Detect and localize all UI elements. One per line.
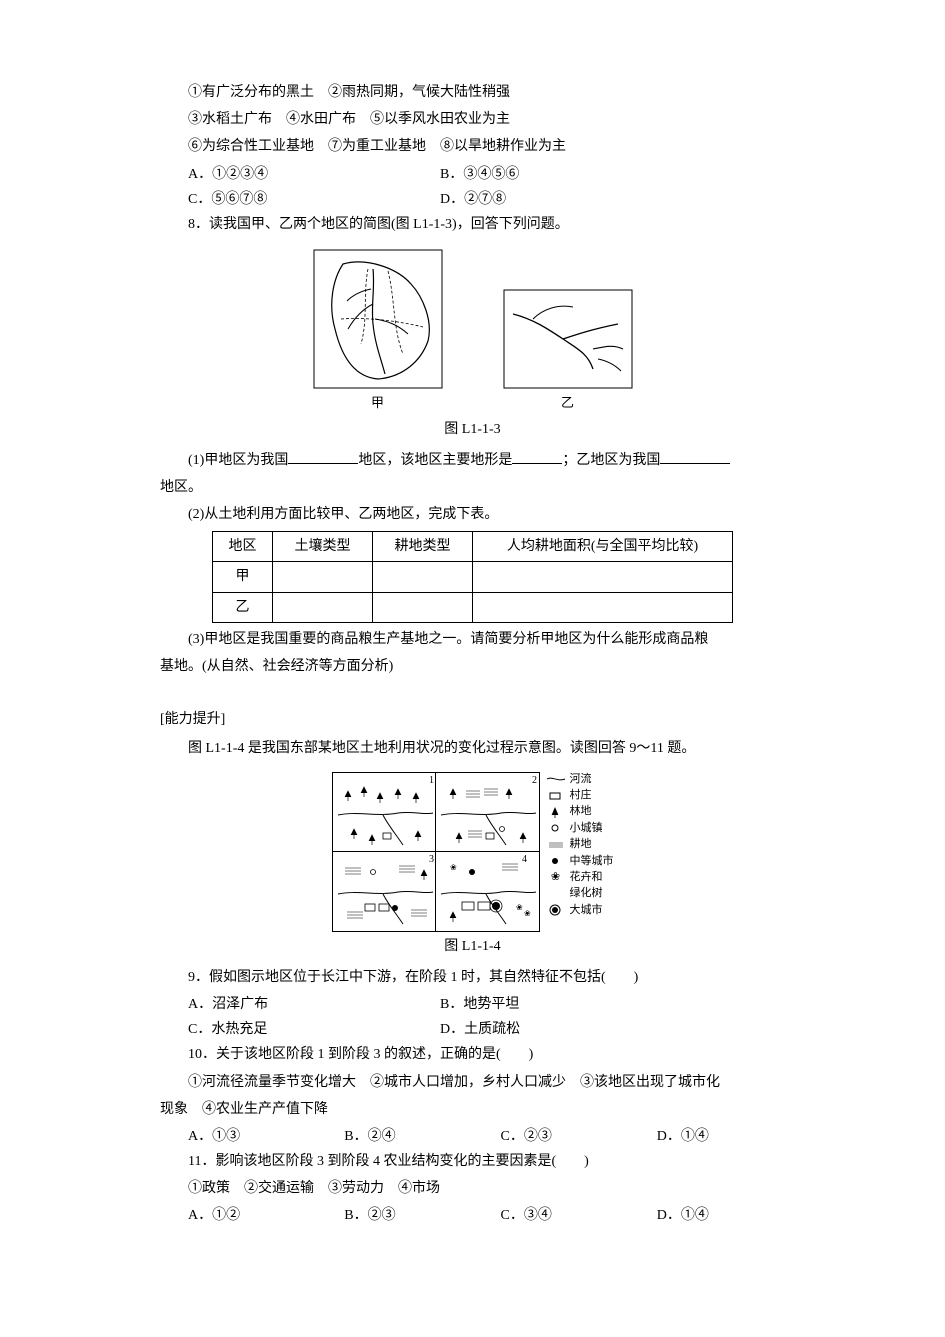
q11-opt-a: A．①②	[160, 1203, 316, 1228]
q8-stem: 8．读我国甲、乙两个地区的简图(图 L1-1-3)，回答下列问题。	[160, 212, 785, 237]
q9-opt-d: D．土质疏松	[440, 1017, 785, 1042]
q11-opt-c: C．③④	[473, 1203, 629, 1228]
td-empty	[273, 592, 373, 622]
legend-town: 小城镇	[570, 821, 603, 836]
q9-opt-a: A．沼泽广布	[160, 992, 440, 1017]
q11-opts: A．①② B．②③ C．③④ D．①④	[160, 1203, 785, 1228]
q8-p3b: 基地。(从自然、社会经济等方面分析)	[160, 654, 785, 679]
blank-3	[660, 450, 730, 464]
table-row: 乙	[213, 592, 733, 622]
blank-2	[512, 450, 562, 464]
q10-stem: 10．关于该地区阶段 1 到阶段 3 的叙述，正确的是( )	[160, 1042, 785, 1067]
pre-opt-c: C．⑤⑥⑦⑧	[160, 187, 440, 212]
q8-p1-b: 地区，该地区主要地形是	[358, 453, 512, 468]
table-row: 地区 土壤类型 耕地类型 人均耕地面积(与全国平均比较)	[213, 532, 733, 562]
map-jia-label: 甲	[313, 391, 443, 414]
q8-map-jia: 甲	[313, 249, 443, 414]
q8-p2: (2)从土地利用方面比较甲、乙两地区，完成下表。	[160, 502, 785, 527]
td-empty	[473, 562, 733, 592]
svg-text:2: 2	[532, 775, 537, 786]
ability-intro: 图 L1-1-4 是我国东部某地区土地利用状况的变化过程示意图。读图回答 9～1…	[160, 736, 785, 761]
legend-village: 村庄	[570, 788, 592, 803]
q9-row2: C．水热充足 D．土质疏松	[160, 1017, 785, 1042]
td-empty	[373, 562, 473, 592]
pre-opt-b: B．③④⑤⑥	[440, 162, 785, 187]
td-empty	[473, 592, 733, 622]
blank-1	[288, 450, 358, 464]
legend-flower2: 绿化树	[570, 886, 603, 901]
svg-text:❀: ❀	[450, 863, 457, 872]
legend-flower: 花卉和	[570, 870, 603, 885]
th-soil: 土壤类型	[273, 532, 373, 562]
q8-p1-a: (1)甲地区为我国	[188, 453, 288, 468]
td-jia: 甲	[213, 562, 273, 592]
pre-options-row2: C．⑤⑥⑦⑧ D．②⑦⑧	[160, 187, 785, 212]
th-percapita: 人均耕地面积(与全国平均比较)	[473, 532, 733, 562]
ability-head: [能力提升]	[160, 707, 785, 732]
fig-l114-label: 图 L1-1-4	[160, 934, 785, 959]
pre-opt-a: A．①②③④	[160, 162, 440, 187]
map-jia-svg	[313, 249, 443, 389]
legend-river: 河流	[570, 772, 592, 787]
pre-line1: ①有广泛分布的黑土 ②雨热同期，气候大陆性稍强	[160, 80, 785, 105]
q9-row1: A．沼泽广布 B．地势平坦	[160, 992, 785, 1017]
td-empty	[373, 592, 473, 622]
q8-p3a: (3)甲地区是我国重要的商品粮生产基地之一。请简要分析甲地区为什么能形成商品粮	[160, 627, 785, 652]
diagram-l114: 1	[160, 772, 785, 932]
map-yi-label: 乙	[503, 391, 633, 414]
q8-maps: 甲 乙	[160, 249, 785, 414]
table-row: 甲	[213, 562, 733, 592]
th-region: 地区	[213, 532, 273, 562]
q8-table: 地区 土壤类型 耕地类型 人均耕地面积(与全国平均比较) 甲 乙	[212, 531, 733, 623]
panel-2: 2	[436, 772, 540, 852]
q9-opt-b: B．地势平坦	[440, 992, 785, 1017]
q8-map-yi: 乙	[503, 289, 633, 414]
map-yi-svg	[503, 289, 633, 389]
panel-1: 1	[332, 772, 436, 852]
q11-opt-d: D．①④	[629, 1203, 785, 1228]
q8-p1-cont: 地区。	[160, 475, 785, 500]
legend: 河流 村庄 林地 小城镇 耕地 中等城市 ❀花卉和 绿化树 大城市	[540, 772, 614, 920]
q11-stem: 11．影响该地区阶段 3 到阶段 4 农业结构变化的主要因素是( )	[160, 1149, 785, 1174]
q10-opt-a: A．①③	[160, 1124, 316, 1149]
q10-opt-b: B．②④	[316, 1124, 472, 1149]
q9-opt-c: C．水热充足	[160, 1017, 440, 1042]
th-farmland: 耕地类型	[373, 532, 473, 562]
svg-text:1: 1	[429, 775, 434, 786]
panel-4: 4 ❀ ❀ ❀	[436, 852, 540, 932]
q9-stem: 9．假如图示地区位于长江中下游，在阶段 1 时，其自然特征不包括( )	[160, 965, 785, 990]
q10-opt-d: D．①④	[629, 1124, 785, 1149]
svg-text:3: 3	[429, 854, 434, 865]
svg-text:❀: ❀	[524, 909, 531, 918]
legend-farmland: 耕地	[570, 837, 592, 852]
q10-opts: A．①③ B．②④ C．②③ D．①④	[160, 1124, 785, 1149]
q10-opt-c: C．②③	[473, 1124, 629, 1149]
ability-intro-text: 图 L1-1-4 是我国东部某地区土地利用状况的变化过程示意图。	[188, 741, 570, 756]
pre-line3: ⑥为综合性工业基地 ⑦为重工业基地 ⑧以旱地耕作业为主	[160, 134, 785, 159]
legend-bigcity: 大城市	[570, 903, 603, 918]
q8-p1: (1)甲地区为我国 地区，该地区主要地形是 ；乙地区为我国	[160, 448, 785, 473]
td-yi: 乙	[213, 592, 273, 622]
svg-text:4: 4	[522, 854, 527, 865]
q10-items: ①河流径流量季节变化增大 ②城市人口增加，乡村人口减少 ③该地区出现了城市化	[160, 1070, 785, 1095]
td-empty	[273, 562, 373, 592]
q11-opt-b: B．②③	[316, 1203, 472, 1228]
q8-fig-label: 图 L1-1-3	[160, 417, 785, 442]
legend-forest: 林地	[570, 804, 592, 819]
q8-p1-c: ；乙地区为我国	[562, 453, 660, 468]
q11-items: ①政策 ②交通运输 ③劳动力 ④市场	[160, 1176, 785, 1201]
q10-items2: 现象 ④农业生产产值下降	[160, 1097, 785, 1122]
ability-intro-tail: 读图回答 9～11 题。	[570, 741, 695, 756]
pre-opt-d: D．②⑦⑧	[440, 187, 785, 212]
svg-text:❀: ❀	[516, 903, 523, 912]
panel-3: 3	[332, 852, 436, 932]
pre-line2: ③水稻土广布 ④水田广布 ⑤以季风水田农业为主	[160, 107, 785, 132]
legend-midcity: 中等城市	[570, 854, 614, 869]
pre-options-row1: A．①②③④ B．③④⑤⑥	[160, 162, 785, 187]
